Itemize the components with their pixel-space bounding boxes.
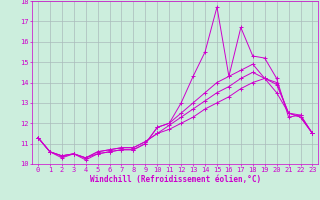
X-axis label: Windchill (Refroidissement éolien,°C): Windchill (Refroidissement éolien,°C) [90, 175, 261, 184]
